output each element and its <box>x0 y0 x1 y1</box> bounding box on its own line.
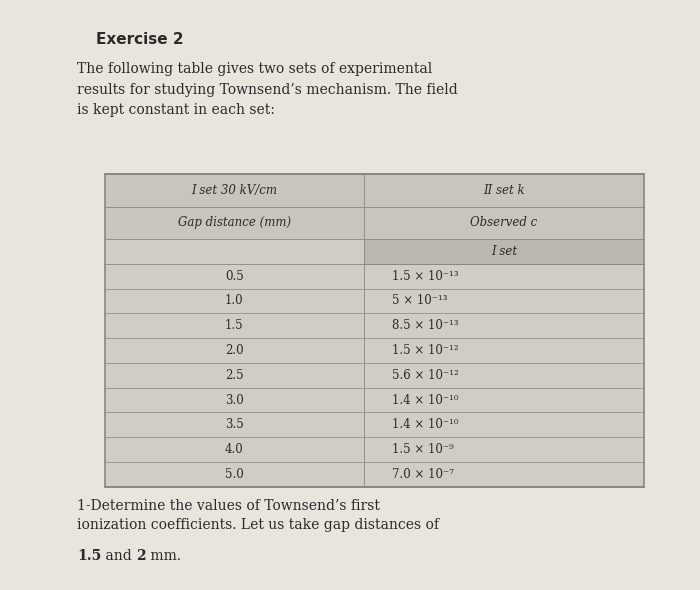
Text: Observed c: Observed c <box>470 216 538 230</box>
Text: 5 × 10⁻¹³: 5 × 10⁻¹³ <box>392 294 447 307</box>
Text: 5.6 × 10⁻¹²: 5.6 × 10⁻¹² <box>392 369 459 382</box>
Text: 3.5: 3.5 <box>225 418 244 431</box>
Text: 2.5: 2.5 <box>225 369 244 382</box>
Text: 1.4 × 10⁻¹⁰: 1.4 × 10⁻¹⁰ <box>392 418 459 431</box>
Text: 8.5 × 10⁻¹³: 8.5 × 10⁻¹³ <box>392 319 459 332</box>
Bar <box>105 174 644 206</box>
Bar <box>364 239 644 264</box>
Text: 1.5 × 10⁻⁹: 1.5 × 10⁻⁹ <box>392 443 454 456</box>
Text: 1.0: 1.0 <box>225 294 244 307</box>
Bar <box>105 289 644 313</box>
Text: 7.0 × 10⁻⁷: 7.0 × 10⁻⁷ <box>392 468 454 481</box>
Text: 0.5: 0.5 <box>225 270 244 283</box>
Text: I set: I set <box>491 245 517 258</box>
Text: The following table gives two sets of experimental
results for studying Townsend: The following table gives two sets of ex… <box>77 62 458 117</box>
Text: 3.0: 3.0 <box>225 394 244 407</box>
Text: 1.5: 1.5 <box>225 319 244 332</box>
Bar <box>105 412 644 437</box>
Bar <box>105 363 644 388</box>
Text: 1.5: 1.5 <box>77 549 102 563</box>
Text: 4.0: 4.0 <box>225 443 244 456</box>
Bar <box>105 338 644 363</box>
Bar <box>105 239 364 264</box>
Bar <box>105 437 644 462</box>
Text: 5.0: 5.0 <box>225 468 244 481</box>
Text: 1-Determine the values of Townsend’s first
ionization coefficients. Let us take : 1-Determine the values of Townsend’s fir… <box>77 499 439 532</box>
Text: 1.5 × 10⁻¹²: 1.5 × 10⁻¹² <box>392 344 459 357</box>
Bar <box>105 313 644 338</box>
Bar <box>105 388 644 412</box>
Text: Exercise 2: Exercise 2 <box>96 32 184 47</box>
Bar <box>105 462 644 487</box>
Text: 2.0: 2.0 <box>225 344 244 357</box>
Text: 2: 2 <box>136 549 146 563</box>
Text: 1.4 × 10⁻¹⁰: 1.4 × 10⁻¹⁰ <box>392 394 459 407</box>
Text: II set k: II set k <box>483 183 525 197</box>
Bar <box>105 206 644 239</box>
Text: and: and <box>102 549 136 563</box>
Text: mm.: mm. <box>146 549 181 563</box>
Text: I set 30 kV/cm: I set 30 kV/cm <box>191 183 277 197</box>
Text: 1.5 × 10⁻¹³: 1.5 × 10⁻¹³ <box>392 270 459 283</box>
Bar <box>105 264 644 289</box>
Text: Gap distance (mm): Gap distance (mm) <box>178 216 291 230</box>
